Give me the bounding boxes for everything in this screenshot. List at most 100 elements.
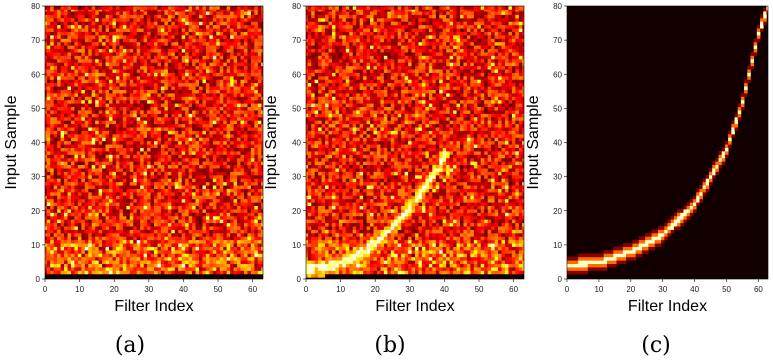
heatmap-cell bbox=[57, 239, 61, 244]
heatmap-cell bbox=[50, 185, 55, 189]
heatmap-cell bbox=[247, 65, 252, 70]
heatmap-cell bbox=[70, 277, 75, 279]
heatmap-cell bbox=[102, 188, 106, 193]
heatmap-cell bbox=[230, 110, 234, 114]
heatmap-cell bbox=[240, 48, 245, 53]
heatmap-cell bbox=[109, 89, 113, 94]
heatmap-cell bbox=[122, 226, 127, 230]
heatmap-cell bbox=[57, 133, 61, 138]
heatmap-cell bbox=[77, 28, 82, 32]
heatmap-cell bbox=[67, 157, 72, 162]
heatmap-cell bbox=[160, 120, 165, 125]
heatmap-cell bbox=[46, 35, 51, 39]
heatmap-cell bbox=[60, 168, 65, 172]
heatmap-cell bbox=[205, 116, 210, 121]
heatmap-cell bbox=[46, 236, 51, 241]
heatmap-cell bbox=[202, 62, 207, 67]
heatmap-cell bbox=[84, 21, 89, 26]
heatmap-cell bbox=[133, 260, 138, 265]
heatmap-cell bbox=[105, 31, 110, 36]
heatmap-cell bbox=[244, 38, 248, 43]
heatmap-cell bbox=[115, 45, 120, 50]
heatmap-cell bbox=[74, 151, 79, 155]
heatmap-cell bbox=[95, 52, 100, 56]
heatmap-cell bbox=[247, 226, 252, 230]
heatmap-cell bbox=[240, 205, 245, 210]
heatmap-cell bbox=[57, 110, 61, 114]
heatmap-cell bbox=[70, 96, 75, 101]
heatmap-cell bbox=[233, 17, 238, 22]
heatmap-cell bbox=[67, 205, 72, 210]
heatmap-cell bbox=[81, 52, 86, 56]
heatmap-cell bbox=[195, 137, 200, 142]
heatmap-cell bbox=[157, 110, 162, 114]
heatmap-cell bbox=[223, 86, 228, 90]
heatmap-cell bbox=[115, 41, 120, 46]
heatmap-cell bbox=[226, 144, 231, 148]
heatmap-cell bbox=[171, 181, 176, 186]
heatmap-cell bbox=[230, 65, 234, 70]
heatmap-cell bbox=[178, 69, 183, 73]
heatmap-cell bbox=[157, 86, 162, 90]
heatmap-cell bbox=[46, 28, 51, 32]
heatmap-cell bbox=[53, 140, 58, 145]
heatmap-cell bbox=[102, 229, 106, 234]
heatmap-cell bbox=[178, 253, 183, 258]
heatmap-cell bbox=[188, 58, 193, 63]
heatmap-cell bbox=[126, 236, 131, 241]
heatmap-cell bbox=[143, 181, 148, 186]
heatmap-cell bbox=[81, 89, 86, 94]
heatmap-cell bbox=[212, 35, 217, 39]
heatmap-cell bbox=[171, 239, 176, 244]
heatmap-cell bbox=[67, 72, 72, 77]
heatmap-cell bbox=[126, 82, 131, 87]
heatmap-cell bbox=[84, 41, 89, 46]
heatmap-cell bbox=[60, 188, 65, 193]
heatmap-cell bbox=[115, 48, 120, 53]
heatmap-cell bbox=[105, 62, 110, 67]
heatmap-cell bbox=[178, 123, 183, 128]
heatmap-cell bbox=[188, 236, 193, 241]
heatmap-cell bbox=[147, 28, 151, 32]
heatmap-cell bbox=[164, 256, 169, 261]
heatmap-cell bbox=[181, 24, 186, 29]
heatmap-cell bbox=[81, 45, 86, 50]
heatmap-cell bbox=[230, 226, 234, 230]
heatmap-cell bbox=[244, 79, 248, 84]
heatmap-cell bbox=[209, 96, 214, 101]
heatmap-cell bbox=[53, 178, 58, 183]
heatmap-cell bbox=[209, 72, 214, 77]
heatmap-cell bbox=[192, 270, 196, 275]
heatmap-cell bbox=[122, 28, 127, 32]
heatmap-cell bbox=[154, 263, 158, 268]
heatmap-cell bbox=[98, 226, 103, 230]
heatmap-cell bbox=[147, 267, 151, 271]
heatmap-cell bbox=[136, 157, 141, 162]
heatmap-cell bbox=[126, 229, 131, 234]
heatmap-cell bbox=[119, 181, 124, 186]
heatmap-cell bbox=[136, 270, 141, 275]
heatmap-cell bbox=[230, 181, 234, 186]
heatmap-cell bbox=[226, 157, 231, 162]
heatmap-cell bbox=[67, 58, 72, 63]
heatmap-cell bbox=[226, 14, 231, 19]
heatmap-cell bbox=[188, 185, 193, 189]
heatmap-cell bbox=[102, 113, 106, 118]
heatmap-cell bbox=[219, 86, 224, 90]
heatmap-cell bbox=[112, 69, 117, 73]
heatmap-cell bbox=[202, 229, 207, 234]
heatmap-cell bbox=[88, 205, 93, 210]
heatmap-cell bbox=[244, 14, 248, 19]
heatmap-cell bbox=[129, 192, 134, 196]
heatmap-cell bbox=[147, 215, 151, 220]
heatmap-cell bbox=[195, 185, 200, 189]
heatmap-cell bbox=[46, 260, 51, 265]
heatmap-cell bbox=[88, 226, 93, 230]
heatmap-cell bbox=[174, 273, 179, 278]
heatmap-cell bbox=[115, 198, 120, 203]
heatmap-cell bbox=[126, 55, 131, 60]
heatmap-cell bbox=[216, 123, 221, 128]
heatmap-cell bbox=[219, 130, 224, 135]
heatmap-cell bbox=[50, 58, 55, 63]
heatmap-cell bbox=[53, 164, 58, 169]
